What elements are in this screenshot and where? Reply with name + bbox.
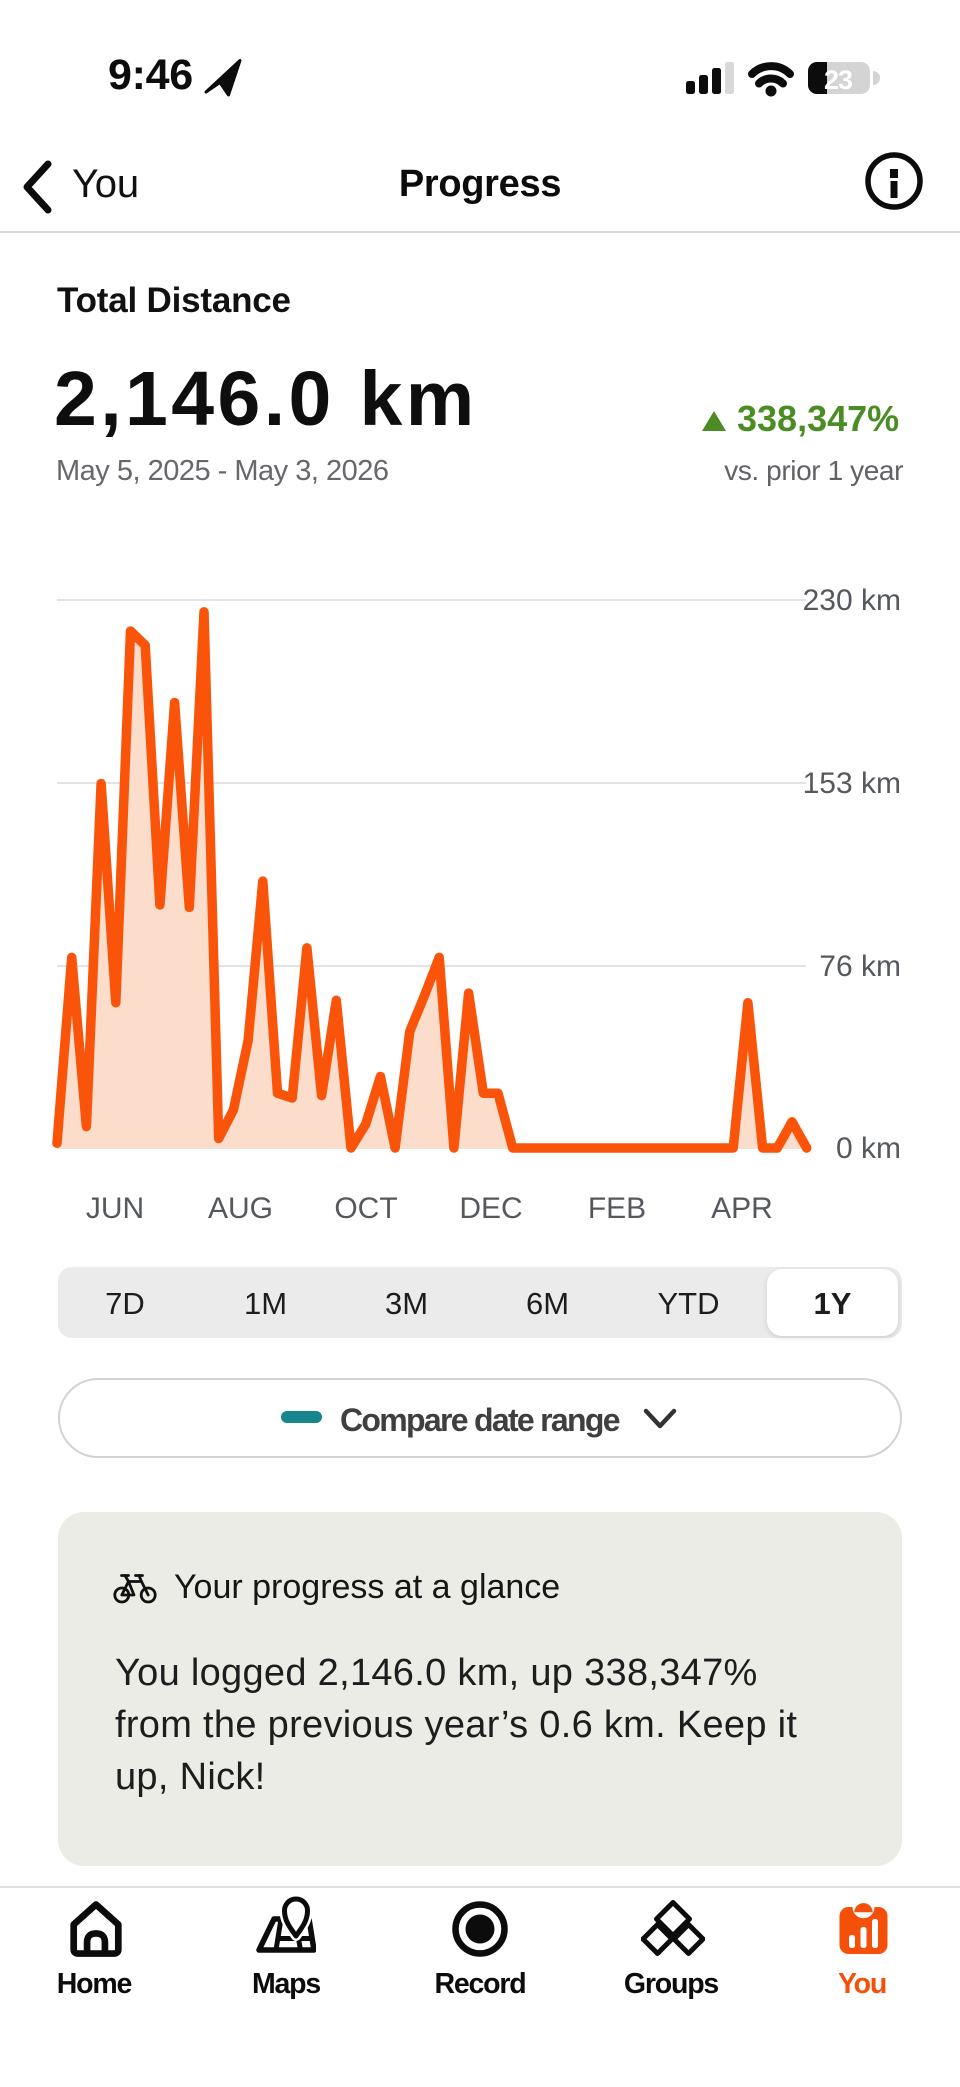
svg-text:JUN: JUN [86,1192,144,1225]
svg-text:153 km: 153 km [803,767,901,800]
svg-text:230 km: 230 km [803,584,901,617]
svg-text:76 km: 76 km [819,950,901,983]
svg-text:FEB: FEB [588,1192,646,1225]
svg-text:23: 23 [824,65,853,95]
svg-text:0 km: 0 km [836,1132,901,1165]
svg-text:OCT: OCT [334,1192,397,1225]
svg-text:APR: APR [711,1192,773,1225]
svg-text:DEC: DEC [459,1192,522,1225]
svg-text:AUG: AUG [208,1192,273,1225]
